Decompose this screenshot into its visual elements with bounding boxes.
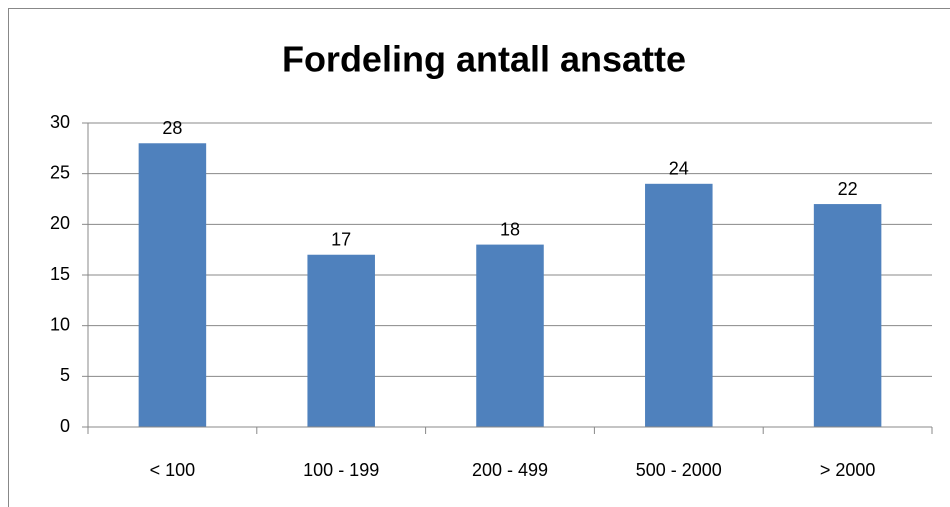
y-tick-label: 25 — [50, 162, 70, 182]
bar — [307, 254, 375, 427]
x-tick-label: < 100 — [150, 460, 196, 480]
x-tick-label: 500 - 2000 — [636, 460, 722, 480]
data-label: 17 — [331, 229, 351, 249]
x-tick-label: 200 - 499 — [472, 460, 548, 480]
x-tick-label: 100 - 199 — [303, 460, 379, 480]
y-tick-label: 15 — [50, 264, 70, 284]
y-tick-label: 30 — [50, 112, 70, 132]
bar — [138, 143, 207, 427]
y-tick-label: 20 — [50, 213, 70, 233]
bar — [476, 244, 544, 427]
chart-title: Fordeling antall ansatte — [282, 39, 686, 80]
data-label: 22 — [838, 179, 858, 199]
data-label: 18 — [500, 219, 520, 239]
y-tick-label: 10 — [50, 314, 70, 334]
data-label: 24 — [669, 159, 689, 179]
bar — [645, 183, 713, 427]
y-tick-label: 0 — [60, 416, 70, 436]
data-label: 28 — [162, 118, 182, 138]
y-tick-label: 5 — [60, 365, 70, 385]
x-tick-label: > 2000 — [820, 460, 876, 480]
bar — [813, 204, 882, 427]
